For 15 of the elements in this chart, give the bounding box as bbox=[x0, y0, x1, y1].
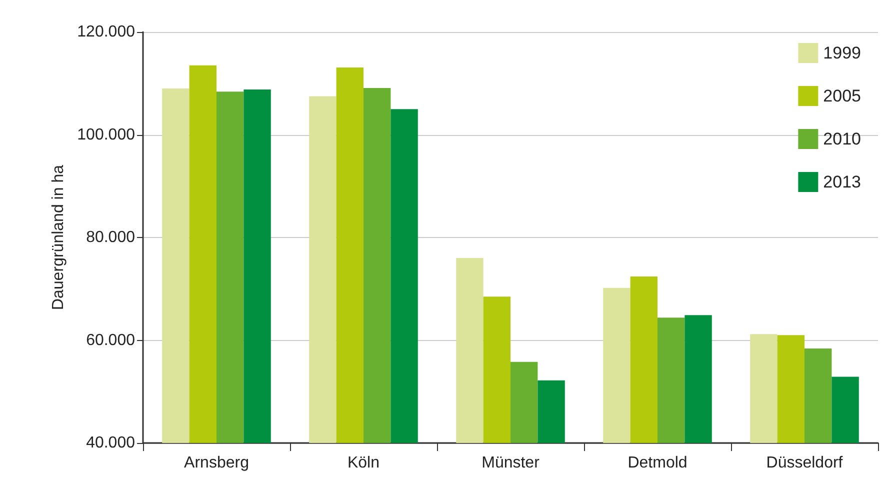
y-tick-label: 100.000 bbox=[77, 126, 136, 144]
y-tick-label: 60.000 bbox=[86, 332, 136, 349]
legend-label: 1999 bbox=[823, 44, 862, 62]
legend-label: 2010 bbox=[823, 130, 862, 148]
legend-label: 2005 bbox=[823, 86, 862, 106]
y-tick-label: 80.000 bbox=[86, 229, 136, 246]
y-axis-title: Dauergrünland in ha bbox=[50, 164, 67, 310]
legend-label: 2013 bbox=[823, 172, 862, 192]
x-tick-label: Arnsberg bbox=[184, 454, 249, 472]
y-tick-label: 120.000 bbox=[77, 24, 136, 40]
x-tick-label: Köln bbox=[347, 454, 380, 472]
x-tick-label: Detmold bbox=[628, 454, 688, 472]
x-tick-label: Münster bbox=[482, 454, 540, 472]
y-tick-label: 40.000 bbox=[86, 434, 136, 452]
x-tick-label: Düsseldorf bbox=[766, 454, 844, 472]
